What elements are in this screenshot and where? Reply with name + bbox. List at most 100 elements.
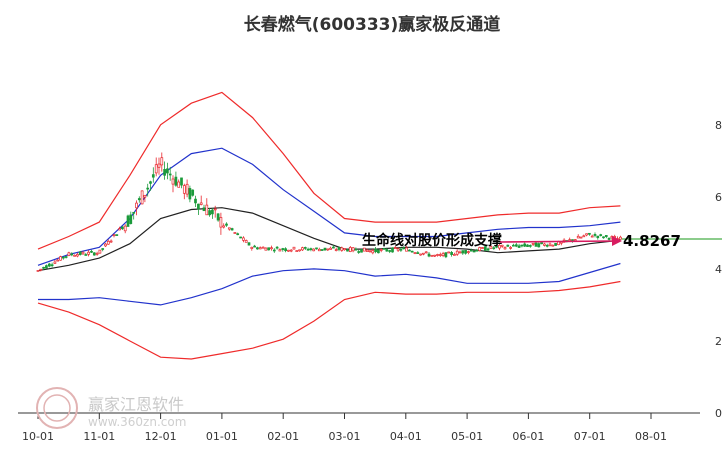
candle-body: [509, 247, 512, 249]
candle-body: [177, 181, 181, 188]
candle-body: [53, 261, 57, 264]
candle-body: [354, 248, 358, 251]
candle-body: [230, 228, 234, 231]
candle-body: [596, 235, 600, 239]
candle-body: [272, 249, 276, 252]
lower-outer-band: [37, 280, 621, 360]
candle-body: [528, 245, 532, 247]
y-tick-label: 8: [715, 119, 722, 132]
candle-body: [73, 254, 76, 257]
support-arrow-head-icon: [612, 236, 622, 246]
candle-body: [278, 249, 282, 252]
candle-body: [362, 247, 366, 252]
candle-body: [582, 235, 586, 238]
life-line: [37, 207, 621, 272]
candle-body: [346, 249, 349, 252]
candle-body: [182, 185, 186, 194]
candle-body: [478, 247, 482, 251]
candle-body: [191, 189, 195, 196]
candle-body: [70, 253, 74, 256]
candle-body: [104, 243, 107, 247]
x-tick-label: 11-01: [83, 430, 115, 443]
candle-body: [492, 247, 496, 250]
candle-body: [87, 251, 90, 255]
candle-body: [264, 247, 268, 251]
candle-body: [590, 235, 594, 238]
candle-body: [402, 247, 406, 250]
candle-body: [382, 248, 386, 250]
candle-body: [441, 253, 445, 256]
candle-body: [472, 250, 476, 253]
candle-body: [481, 247, 484, 249]
candle-body: [500, 244, 504, 247]
candle-body: [377, 249, 380, 254]
candle-body: [244, 240, 248, 243]
candle-body: [157, 163, 161, 168]
candle-body: [340, 247, 344, 251]
candle-body: [250, 246, 254, 249]
candle-body: [67, 252, 71, 256]
candle-body: [219, 217, 223, 228]
candle-body: [588, 232, 591, 235]
candle-body: [292, 246, 296, 250]
candle-body: [151, 174, 155, 178]
candle-body: [512, 244, 515, 247]
candle-body: [514, 244, 518, 247]
candle-body: [298, 249, 301, 252]
candle-body: [239, 236, 242, 239]
candle-body: [517, 245, 521, 248]
candle-body: [126, 215, 130, 227]
candle-body: [154, 164, 158, 174]
candle-body: [326, 248, 330, 251]
candle-body: [98, 249, 102, 254]
candle-body: [391, 247, 394, 253]
candle-body: [61, 256, 65, 259]
candle-body: [312, 248, 316, 252]
y-tick-label: 0: [715, 407, 722, 420]
candle-body: [534, 242, 538, 247]
x-tick-label: 01-01: [206, 430, 238, 443]
candle-body: [419, 253, 422, 256]
candle-body: [554, 243, 557, 246]
annotations: 生命线对股价形成支撑 4.8267: [362, 232, 681, 250]
candle-body: [399, 248, 403, 251]
candle-body: [483, 246, 487, 251]
candle-body: [284, 248, 287, 252]
candle-body: [486, 248, 490, 251]
x-tick-label: 12-01: [145, 430, 177, 443]
candle-body: [135, 202, 138, 209]
candle-body: [45, 265, 48, 269]
series-lines: [37, 91, 722, 360]
candle-body: [95, 252, 99, 255]
x-tick-label: 05-01: [451, 430, 483, 443]
candle-body: [287, 249, 290, 252]
candle-body: [579, 236, 583, 239]
candle-body: [607, 237, 611, 240]
candle-body: [523, 243, 527, 247]
candle-body: [160, 157, 164, 166]
candle-body: [447, 251, 451, 254]
candle-body: [315, 247, 318, 250]
candle-body: [242, 237, 245, 241]
candle-body: [379, 249, 383, 251]
candle-body: [489, 245, 493, 249]
candle-body: [171, 178, 175, 185]
candle-body: [433, 254, 437, 257]
candle-body: [430, 254, 434, 257]
y-tick-label: 2: [715, 335, 722, 348]
candle-body: [543, 243, 546, 246]
candle-body: [453, 254, 456, 256]
candle-body: [548, 243, 552, 246]
candle-body: [323, 247, 327, 251]
candle-body: [329, 247, 332, 250]
candle-body: [604, 235, 608, 237]
x-tick-label: 10-01: [22, 430, 54, 443]
candle-body: [36, 270, 40, 272]
candle-body: [47, 263, 51, 267]
candle-body: [475, 249, 479, 252]
candle-body: [360, 249, 363, 253]
candle-body: [115, 234, 119, 236]
candle-body: [185, 183, 189, 195]
